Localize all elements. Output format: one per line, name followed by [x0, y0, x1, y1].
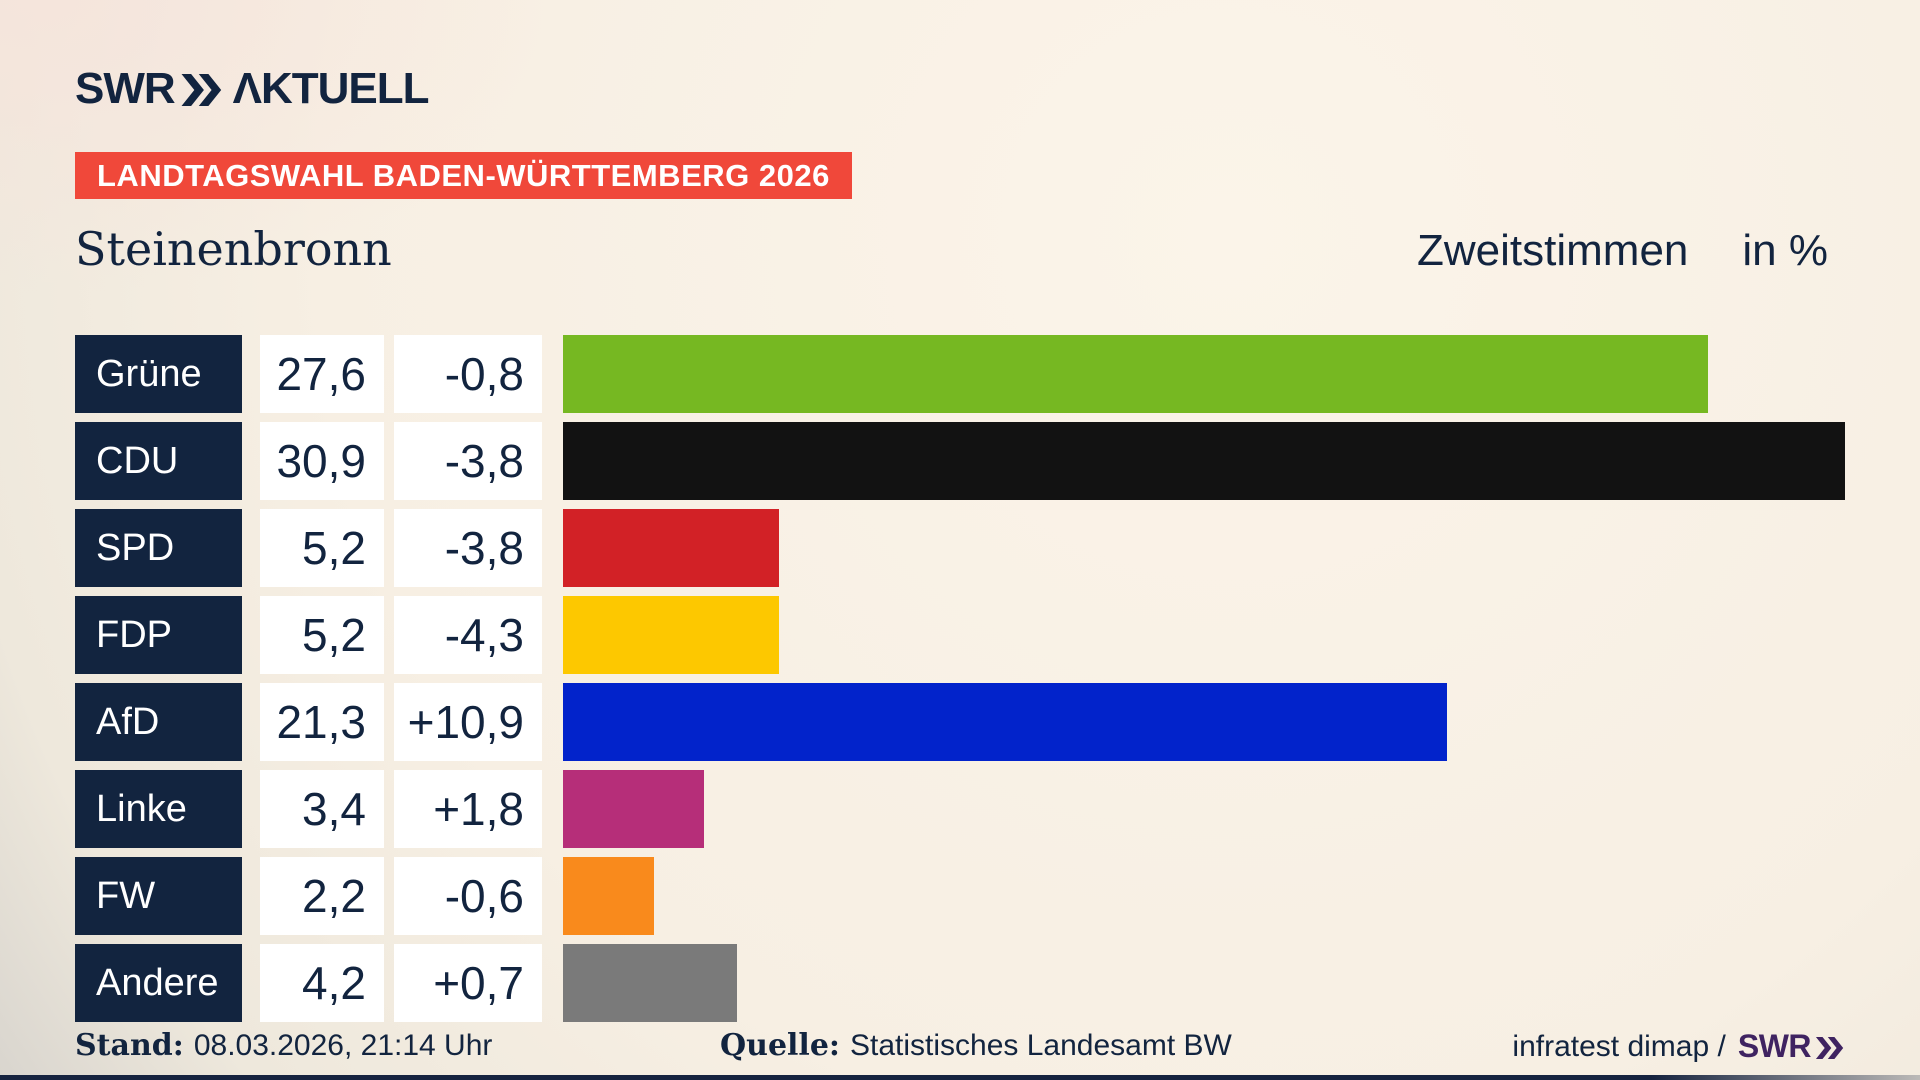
table-row: FW 2,2 -0,6	[0, 857, 1920, 935]
party-label: CDU	[75, 422, 242, 500]
source-label: Quelle:	[720, 1028, 840, 1063]
party-diff: +10,9	[394, 683, 542, 761]
measure-title: Zweitstimmen in %	[1417, 226, 1828, 276]
source-footer: Quelle: Statistisches Landesamt BW	[720, 1028, 1232, 1063]
swr-footer-logo: SWR	[1738, 1028, 1845, 1065]
party-diff: -0,6	[394, 857, 542, 935]
aktuell-logo-text: ΛKTUELL	[232, 64, 430, 113]
party-value: 5,2	[260, 596, 384, 674]
party-diff: -0,8	[394, 335, 542, 413]
credit-text: infratest dimap /	[1512, 1029, 1726, 1063]
party-diff: +1,8	[394, 770, 542, 848]
party-value: 3,4	[260, 770, 384, 848]
table-row: FDP 5,2 -4,3	[0, 596, 1920, 674]
stand-value: 08.03.2026, 21:14 Uhr	[193, 1029, 493, 1062]
party-value: 21,3	[260, 683, 384, 761]
stand-footer: Stand: 08.03.2026, 21:14 Uhr	[75, 1028, 492, 1063]
party-diff: -4,3	[394, 596, 542, 674]
party-label: FDP	[75, 596, 242, 674]
bottom-edge-strip	[0, 1075, 1920, 1080]
election-banner: LANDTAGSWAHL BADEN-WÜRTTEMBERG 2026	[75, 152, 852, 199]
party-label: FW	[75, 857, 242, 935]
table-row: CDU 30,9 -3,8	[0, 422, 1920, 500]
party-value: 27,6	[260, 335, 384, 413]
party-value: 4,2	[260, 944, 384, 1022]
credit-footer: infratest dimap / SWR	[1512, 1028, 1845, 1065]
measure-label: Zweitstimmen	[1417, 226, 1689, 275]
party-label: AfD	[75, 683, 242, 761]
source-value: Statistisches Landesamt BW	[850, 1029, 1232, 1062]
swr-logo-text: SWR	[75, 64, 176, 113]
party-label: Linke	[75, 770, 242, 848]
result-bar	[563, 422, 1845, 500]
result-bar	[563, 944, 737, 1022]
party-value: 2,2	[260, 857, 384, 935]
party-label: Grüne	[75, 335, 242, 413]
measure-unit: in %	[1742, 226, 1828, 275]
table-row: Andere 4,2 +0,7	[0, 944, 1920, 1022]
result-bar	[563, 509, 779, 587]
table-row: SPD 5,2 -3,8	[0, 509, 1920, 587]
party-value: 5,2	[260, 509, 384, 587]
party-label: SPD	[75, 509, 242, 587]
stand-label: Stand:	[75, 1028, 184, 1063]
swr-footer-logo-text: SWR	[1737, 1028, 1812, 1064]
result-bar	[563, 770, 704, 848]
party-diff: -3,8	[394, 509, 542, 587]
party-value: 30,9	[260, 422, 384, 500]
result-bar	[563, 857, 654, 935]
municipality-title: Steinenbronn	[75, 222, 392, 276]
swr-chevrons-icon	[181, 74, 221, 106]
swr-aktuell-logo: SWR ΛKTUELL	[75, 64, 430, 114]
party-label: Andere	[75, 944, 242, 1022]
swr-footer-chevrons-icon	[1815, 1037, 1844, 1059]
table-row: Linke 3,4 +1,8	[0, 770, 1920, 848]
table-row: Grüne 27,6 -0,8	[0, 335, 1920, 413]
party-diff: +0,7	[394, 944, 542, 1022]
party-diff: -3,8	[394, 422, 542, 500]
result-bar	[563, 683, 1447, 761]
result-bar	[563, 596, 779, 674]
result-bar	[563, 335, 1708, 413]
table-row: AfD 21,3 +10,9	[0, 683, 1920, 761]
